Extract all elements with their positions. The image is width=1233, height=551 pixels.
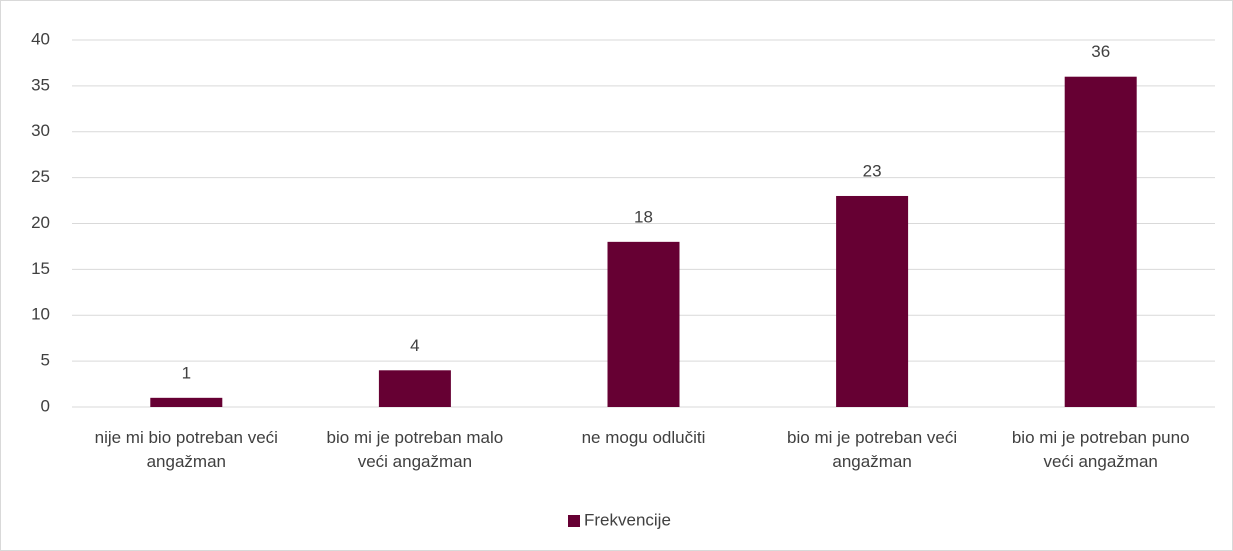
x-tick-label: bio mi je potreban veći angažman: [787, 428, 958, 471]
x-tick-label: ne mogu odlučiti: [581, 428, 706, 447]
y-tick-label: 10: [31, 305, 50, 324]
bar: [1064, 76, 1137, 407]
data-label: 23: [863, 161, 882, 180]
x-tick-label: bio mi je potreban malo veći angažman: [326, 428, 504, 471]
bar: [836, 195, 909, 407]
y-tick-label: 25: [31, 167, 50, 186]
y-tick-label: 15: [31, 259, 50, 278]
bar: [378, 370, 451, 407]
y-tick-label: 35: [31, 75, 50, 94]
x-tick-label: nije mi bio potreban veći angažman: [94, 428, 278, 471]
y-tick-label: 30: [31, 121, 50, 140]
y-tick-label: 20: [31, 213, 50, 232]
bar: [150, 397, 223, 407]
legend-swatch: [568, 515, 580, 527]
bar: [607, 241, 680, 407]
data-label: 18: [634, 207, 653, 226]
data-label: 36: [1091, 42, 1110, 61]
x-tick-label: bio mi je potreban puno veći angažman: [1011, 428, 1190, 471]
data-label: 1: [182, 363, 191, 382]
y-tick-label: 5: [41, 351, 50, 370]
legend-label: Frekvencije: [584, 510, 671, 529]
data-label: 4: [410, 336, 419, 355]
y-tick-label: 0: [41, 396, 50, 415]
y-tick-label: 40: [31, 29, 50, 48]
